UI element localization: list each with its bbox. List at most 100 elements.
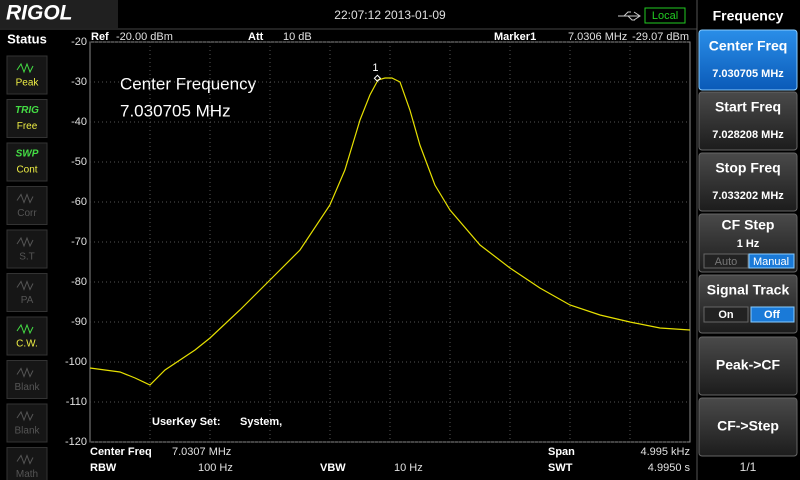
y-tick-label: -50 [71, 156, 87, 168]
status-item [6, 229, 48, 269]
status-item [6, 273, 48, 312]
remote-status: Local [652, 10, 678, 22]
option-label: Off [764, 309, 780, 321]
usb-icon [618, 11, 641, 21]
marker-level: -29.07 dBm [632, 31, 689, 43]
y-tick-label: -120 [65, 436, 87, 448]
button-label: Center Freq [709, 38, 788, 54]
option-label: Auto [715, 256, 738, 268]
ref-value: -20.00 dBm [116, 31, 173, 43]
status-label: Free [17, 121, 38, 132]
status-label: PA [21, 295, 34, 306]
status-icon [16, 193, 34, 204]
status-icon [16, 454, 34, 465]
y-tick-label: -60 [71, 196, 87, 208]
y-tick-label: -40 [71, 116, 87, 128]
logo-band [0, 0, 118, 28]
peak-cf-button[interactable] [698, 336, 798, 396]
status-icon [16, 323, 34, 335]
status-label: Peak [16, 78, 40, 89]
page-indicator: 1/1 [740, 460, 757, 474]
center-value: 7.0307 MHz [172, 446, 231, 458]
status-item [6, 99, 48, 138]
y-tick-label: -100 [65, 356, 87, 368]
marker-label: Marker1 [494, 31, 536, 43]
status-item [6, 316, 48, 356]
swt-value: 4.9950 s [648, 462, 691, 474]
status-icon [16, 236, 34, 248]
status-icon [16, 280, 34, 291]
cf-step-set-button[interactable] [698, 397, 798, 457]
status-item [6, 142, 48, 182]
center-freq-button[interactable] [698, 29, 798, 91]
span-value: 4.995 kHz [640, 446, 690, 458]
option-label: On [718, 309, 734, 321]
y-tick-label: -20 [71, 36, 87, 48]
button-label: Signal Track [707, 282, 790, 298]
status-label: Corr [17, 208, 37, 219]
option-off[interactable] [750, 306, 795, 323]
y-tick-label: -30 [71, 76, 87, 88]
userkey-label: UserKey Set: [152, 416, 220, 428]
att-label: Att [248, 31, 264, 43]
annotation: 7.030705 MHz [120, 101, 231, 120]
local-box [644, 7, 686, 24]
option-on[interactable] [703, 306, 749, 323]
status-label: S.T [19, 252, 35, 263]
button-label: CF->Step [717, 418, 779, 434]
userkey-value: System, [240, 416, 282, 428]
swt-label: SWT [548, 462, 573, 474]
button-value: 7.033202 MHz [712, 190, 784, 202]
rbw-value: 100 Hz [198, 462, 233, 474]
button-label: Peak->CF [716, 357, 781, 373]
status-item [6, 447, 48, 480]
status-item [6, 403, 48, 443]
annotation: Center Frequency [120, 74, 257, 93]
trace [89, 77, 691, 386]
span-label: Span [548, 446, 575, 458]
button-label: Stop Freq [715, 160, 780, 176]
att-value: 10 dB [283, 31, 312, 43]
status-item [6, 360, 48, 399]
status-top: SWP [16, 149, 39, 160]
status-item [6, 55, 48, 95]
status-label: Cont [16, 165, 37, 176]
y-tick-label: -70 [71, 236, 87, 248]
status-icon [16, 62, 34, 74]
vbw-label: VBW [320, 462, 346, 474]
status-label: Blank [14, 382, 40, 393]
option-auto[interactable] [703, 253, 749, 269]
ref-label: Ref [91, 31, 109, 43]
button-value: 7.028208 MHz [712, 129, 784, 141]
button-label: CF Step [722, 217, 775, 233]
option-manual[interactable] [748, 253, 795, 269]
y-tick-label: -80 [71, 276, 87, 288]
button-value: 1 Hz [737, 238, 760, 250]
y-tick-label: -110 [66, 396, 87, 408]
status-top: TRIG [15, 105, 39, 116]
marker-freq: 7.0306 MHz [568, 31, 627, 43]
vbw-value: 10 Hz [394, 462, 423, 474]
status-label: Blank [14, 426, 40, 437]
rbw-label: RBW [90, 462, 117, 474]
menu-title: Frequency [713, 8, 784, 24]
button-label: Start Freq [715, 99, 781, 115]
status-title: Status [7, 31, 47, 46]
start-freq-button[interactable] [698, 91, 798, 151]
y-tick-label: -90 [71, 316, 87, 328]
status-icon [16, 367, 34, 378]
status-label: C.W. [16, 339, 38, 350]
stop-freq-button[interactable] [698, 152, 798, 212]
status-item [6, 186, 48, 225]
status-label: Math [16, 469, 38, 480]
option-label: Manual [753, 256, 789, 268]
marker-number: 1 [372, 62, 378, 74]
status-icon [16, 410, 34, 422]
datetime: 22:07:12 2013-01-09 [334, 8, 446, 22]
center-label: Center Freq [90, 446, 152, 458]
brand: RIGOL [6, 2, 73, 25]
button-value: 7.030705 MHz [712, 68, 784, 80]
marker [373, 74, 382, 82]
